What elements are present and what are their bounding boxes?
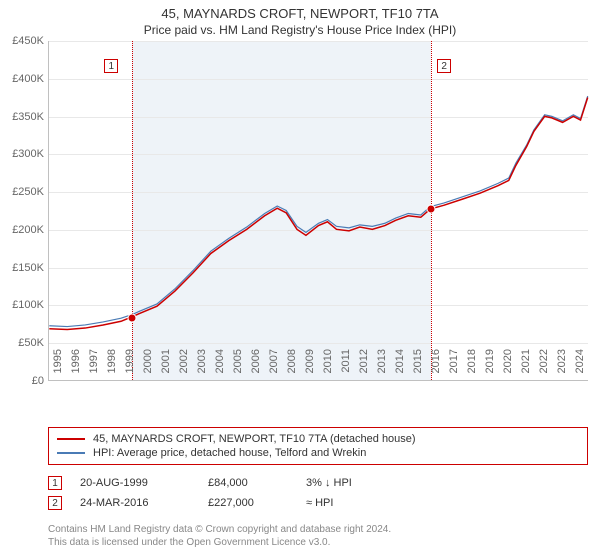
- x-tick-label: 1996: [70, 349, 82, 385]
- x-tick-label: 2003: [196, 349, 208, 385]
- legend: 45, MAYNARDS CROFT, NEWPORT, TF10 7TA (d…: [48, 427, 588, 465]
- x-tick-label: 2014: [394, 349, 406, 385]
- x-tick-label: 2004: [214, 349, 226, 385]
- legend-swatch-hpi: [57, 452, 85, 454]
- legend-label-property: 45, MAYNARDS CROFT, NEWPORT, TF10 7TA (d…: [93, 433, 416, 445]
- sale-dot-1: [128, 313, 137, 322]
- x-tick-label: 2005: [232, 349, 244, 385]
- y-tick-label: £250K: [0, 186, 44, 198]
- legend-item-hpi: HPI: Average price, detached house, Telf…: [57, 446, 579, 460]
- y-tick-label: £200K: [0, 224, 44, 236]
- x-tick-label: 2002: [178, 349, 190, 385]
- x-tick-label: 2013: [376, 349, 388, 385]
- y-tick-label: £450K: [0, 35, 44, 47]
- x-tick-label: 2017: [448, 349, 460, 385]
- x-tick-label: 2010: [322, 349, 334, 385]
- x-tick-label: 1998: [106, 349, 118, 385]
- y-tick-label: £150K: [0, 262, 44, 274]
- x-tick-label: 2018: [466, 349, 478, 385]
- x-tick-label: 2007: [268, 349, 280, 385]
- x-tick-label: 1995: [52, 349, 64, 385]
- attribution: Contains HM Land Registry data © Crown c…: [48, 523, 588, 549]
- x-tick-label: 2009: [304, 349, 316, 385]
- legend-swatch-property: [57, 438, 85, 440]
- chart-area: £0 £50K £100K £150K £200K £250K £300K £350K £400…: [0, 41, 600, 421]
- series-property: [49, 98, 587, 330]
- sale-note-price-1: £84,000: [208, 477, 288, 489]
- sale-note-hpi-2: ≈ HPI: [306, 497, 333, 509]
- x-tick-label: 2015: [412, 349, 424, 385]
- y-tick-label: £400K: [0, 73, 44, 85]
- y-tick-label: £350K: [0, 111, 44, 123]
- y-tick-label: £0: [0, 375, 44, 387]
- line-series-svg: [49, 41, 588, 380]
- x-tick-label: 2001: [160, 349, 172, 385]
- sale-note-marker-2: 2: [48, 496, 62, 510]
- sale-note-date-2: 24-MAR-2016: [80, 497, 190, 509]
- x-tick-label: 1999: [124, 349, 136, 385]
- sale-marker-box-2: 2: [437, 59, 451, 73]
- sale-dot-2: [427, 205, 436, 214]
- sale-note-2: 2 24-MAR-2016 £227,000 ≈ HPI: [48, 493, 588, 513]
- sale-note-hpi-1: 3% ↓ HPI: [306, 477, 352, 489]
- y-tick-label: £50K: [0, 337, 44, 349]
- plot-region: 12: [48, 41, 588, 381]
- sale-note-price-2: £227,000: [208, 497, 288, 509]
- y-tick-label: £100K: [0, 299, 44, 311]
- x-tick-label: 2006: [250, 349, 262, 385]
- attribution-line-1: Contains HM Land Registry data © Crown c…: [48, 523, 588, 536]
- x-tick-label: 2024: [574, 349, 586, 385]
- x-tick-label: 2011: [340, 349, 352, 385]
- attribution-line-2: This data is licensed under the Open Gov…: [48, 536, 588, 549]
- sale-marker-box-1: 1: [104, 59, 118, 73]
- x-tick-label: 2021: [520, 349, 532, 385]
- sale-note-1: 1 20-AUG-1999 £84,000 3% ↓ HPI: [48, 473, 588, 493]
- y-tick-label: £300K: [0, 148, 44, 160]
- x-tick-label: 2016: [430, 349, 442, 385]
- x-tick-label: 1997: [88, 349, 100, 385]
- chart-title: 45, MAYNARDS CROFT, NEWPORT, TF10 7TA: [0, 0, 600, 21]
- x-tick-label: 2019: [484, 349, 496, 385]
- sale-vline-1: [132, 41, 133, 380]
- sale-note-marker-1: 1: [48, 476, 62, 490]
- chart-container: 45, MAYNARDS CROFT, NEWPORT, TF10 7TA Pr…: [0, 0, 600, 560]
- legend-label-hpi: HPI: Average price, detached house, Telf…: [93, 447, 366, 459]
- x-tick-label: 2023: [556, 349, 568, 385]
- x-tick-label: 2008: [286, 349, 298, 385]
- chart-subtitle: Price paid vs. HM Land Registry's House …: [0, 21, 600, 41]
- sale-notes: 1 20-AUG-1999 £84,000 3% ↓ HPI 2 24-MAR-…: [48, 473, 588, 513]
- x-tick-label: 2020: [502, 349, 514, 385]
- x-tick-label: 2022: [538, 349, 550, 385]
- sale-note-date-1: 20-AUG-1999: [80, 477, 190, 489]
- x-tick-label: 2012: [358, 349, 370, 385]
- series-hpi: [49, 96, 587, 327]
- x-tick-label: 2000: [142, 349, 154, 385]
- legend-item-property: 45, MAYNARDS CROFT, NEWPORT, TF10 7TA (d…: [57, 432, 579, 446]
